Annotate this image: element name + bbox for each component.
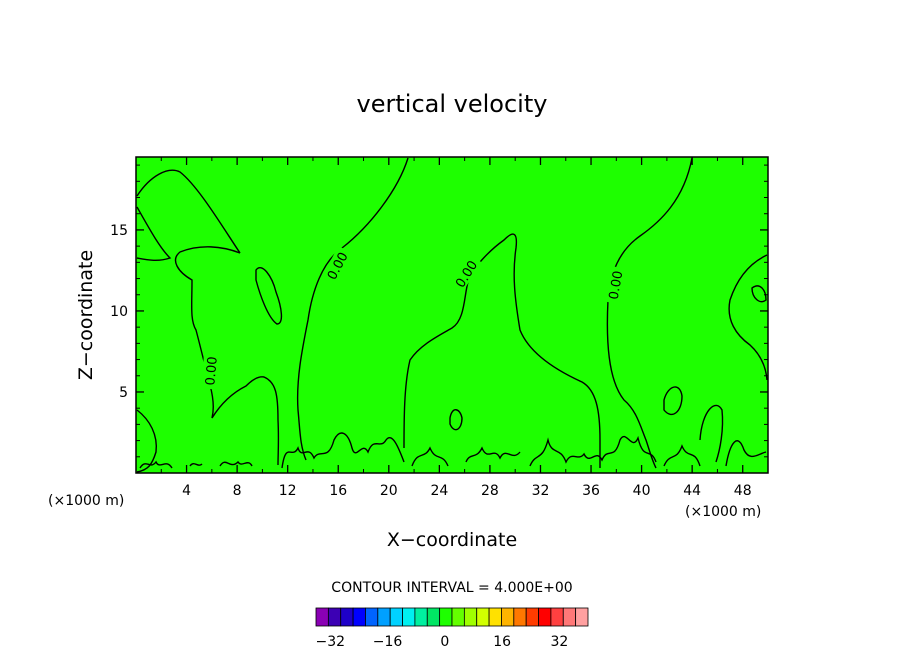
x-tick-label: 40 bbox=[633, 483, 651, 499]
y-tick-label: 10 bbox=[110, 304, 128, 320]
x-axis-label: X−coordinate bbox=[387, 529, 517, 551]
contour-label-bg bbox=[321, 245, 352, 285]
x-tick-label: 24 bbox=[430, 483, 448, 499]
colorbar-tick-label: −16 bbox=[373, 634, 403, 650]
contour-line bbox=[449, 409, 463, 431]
colorbar-swatch bbox=[327, 607, 342, 627]
field-fill bbox=[136, 157, 768, 473]
colorbar-swatch bbox=[389, 607, 403, 627]
colorbar-swatch bbox=[488, 607, 502, 627]
contour-line bbox=[529, 435, 657, 467]
contour-line bbox=[136, 409, 157, 473]
colorbar-swatch bbox=[402, 607, 416, 627]
x-tick-label: 32 bbox=[532, 483, 550, 499]
colorbar-swatch bbox=[414, 607, 428, 627]
contour-line bbox=[728, 254, 768, 381]
x-unit-left: (×1000 m) bbox=[48, 493, 124, 509]
x-tick-label: 48 bbox=[734, 483, 752, 499]
contour-line bbox=[139, 460, 253, 469]
contour-line bbox=[663, 386, 683, 415]
x-axis-ticks: 4 8 12 16 20 24 28 32 36 40 44 48 bbox=[160, 157, 752, 499]
plot-frame bbox=[135, 156, 769, 474]
contour-line bbox=[751, 285, 767, 303]
colorbar-tick-label: 32 bbox=[550, 634, 568, 650]
colorbar-swatch bbox=[513, 607, 527, 627]
colorbar-swatch bbox=[463, 607, 478, 627]
colorbar-swatch bbox=[538, 607, 552, 627]
colorbar-swatch bbox=[315, 607, 329, 627]
colorbar-swatch bbox=[575, 607, 589, 627]
contour-label: 0.00 bbox=[604, 265, 627, 304]
contour-line bbox=[281, 432, 405, 469]
contour-label-text: 0.00 bbox=[607, 270, 627, 301]
colorbar-swatch bbox=[352, 607, 366, 627]
contour-line bbox=[403, 233, 601, 468]
contour-label-bg bbox=[604, 265, 626, 304]
y-tick-label: 15 bbox=[110, 223, 128, 239]
x-tick-label: 36 bbox=[582, 483, 600, 499]
colorbar-swatch bbox=[426, 607, 441, 627]
contour-line bbox=[699, 404, 724, 463]
colorbar-swatch bbox=[501, 607, 515, 627]
contour-line bbox=[663, 440, 767, 467]
y-axis-ticks: 5 10 15 bbox=[110, 164, 768, 458]
x-tick-label: 28 bbox=[481, 483, 499, 499]
contour-label: 0.00 bbox=[201, 352, 221, 390]
colorbar-tick-label: −32 bbox=[316, 634, 346, 650]
x-tick-label: 20 bbox=[380, 483, 398, 499]
contour-line bbox=[296, 157, 409, 461]
contour-interval-text: CONTOUR INTERVAL = 4.000E+00 bbox=[331, 580, 572, 596]
contour-line bbox=[136, 169, 241, 254]
chart-title: vertical velocity bbox=[357, 90, 548, 118]
contour-lines bbox=[136, 157, 768, 473]
colorbar-swatch bbox=[476, 607, 490, 627]
contour-line bbox=[136, 206, 172, 261]
colorbar-tick-labels: −32 −16 0 16 32 bbox=[316, 634, 569, 650]
contour-line bbox=[174, 246, 280, 466]
colorbar bbox=[315, 607, 589, 627]
colorbar-tick-label: 0 bbox=[440, 634, 449, 650]
contour-line bbox=[606, 157, 693, 469]
x-tick-label: 44 bbox=[683, 483, 701, 499]
colorbar-swatch bbox=[562, 607, 577, 627]
y-tick-label: 5 bbox=[119, 385, 128, 401]
x-tick-label: 8 bbox=[233, 483, 242, 499]
colorbar-swatch bbox=[439, 607, 453, 627]
colorbar-swatch bbox=[365, 607, 379, 627]
contour-label-bg bbox=[449, 254, 482, 293]
x-unit-right: (×1000 m) bbox=[685, 504, 761, 520]
colorbar-swatch bbox=[550, 607, 564, 627]
colorbar-swatch bbox=[340, 607, 354, 627]
colorbar-swatch bbox=[525, 607, 539, 627]
x-tick-label: 12 bbox=[279, 483, 297, 499]
x-tick-label: 16 bbox=[329, 483, 347, 499]
y-axis-label: Z−coordinate bbox=[75, 250, 97, 380]
contour-label-text: 0.00 bbox=[203, 356, 220, 386]
contour-line bbox=[411, 446, 521, 467]
x-tick-label: 4 bbox=[182, 483, 191, 499]
contour-label-bg bbox=[201, 352, 220, 390]
colorbar-swatch bbox=[377, 607, 391, 627]
contour-line bbox=[255, 267, 283, 325]
colorbar-tick-label: 16 bbox=[493, 634, 511, 650]
colorbar-swatch bbox=[451, 607, 465, 627]
